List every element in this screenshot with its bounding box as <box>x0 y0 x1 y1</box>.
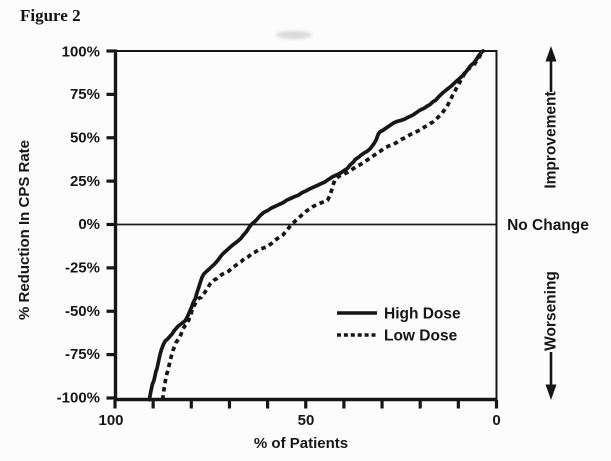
y-axis-title: % Reduction In CPS Rate <box>16 140 33 320</box>
legend-low-dose-label: Low Dose <box>384 328 458 345</box>
y-tick-label-neg50: -50% <box>65 303 100 320</box>
high-dose-line <box>147 49 485 402</box>
x-tick-label-50: 50 <box>298 412 315 429</box>
chart-legend: High Dose Low Dose <box>337 306 461 345</box>
figure-title: Figure 2 <box>20 6 81 25</box>
series-layer <box>147 49 485 402</box>
x-tick-labels: 100 50 0 <box>98 412 500 429</box>
y-tick-label-100: 100% <box>62 44 100 61</box>
worsening-label: Worsening <box>543 271 560 351</box>
y-tick-label-25: 25% <box>70 173 100 190</box>
x-axis-title: % of Patients <box>254 435 348 452</box>
worsening-arrow-icon <box>545 352 557 400</box>
y-tick-label-0: 0% <box>78 216 100 233</box>
scan-smudge-artifact <box>276 31 312 39</box>
y-tick-label-75: 75% <box>70 86 100 103</box>
y-tick-label-50: 50% <box>70 130 100 147</box>
x-tick-label-100: 100 <box>98 412 123 429</box>
y-tick-label-neg75: -75% <box>65 346 100 363</box>
x-tick-label-0: 0 <box>492 412 500 429</box>
y-tick-labels: 100% 75% 50% 25% 0% -25% -50% -75% -100% <box>57 44 100 407</box>
low-dose-line <box>160 49 485 400</box>
tick-marks <box>106 49 499 409</box>
y-tick-label-neg25: -25% <box>65 260 100 277</box>
improvement-label: Improvement <box>543 91 560 188</box>
no-change-label: No Change <box>507 217 589 234</box>
improvement-arrow-icon <box>545 46 557 92</box>
y-tick-label-neg100: -100% <box>57 390 100 407</box>
legend-high-dose-label: High Dose <box>384 306 461 323</box>
